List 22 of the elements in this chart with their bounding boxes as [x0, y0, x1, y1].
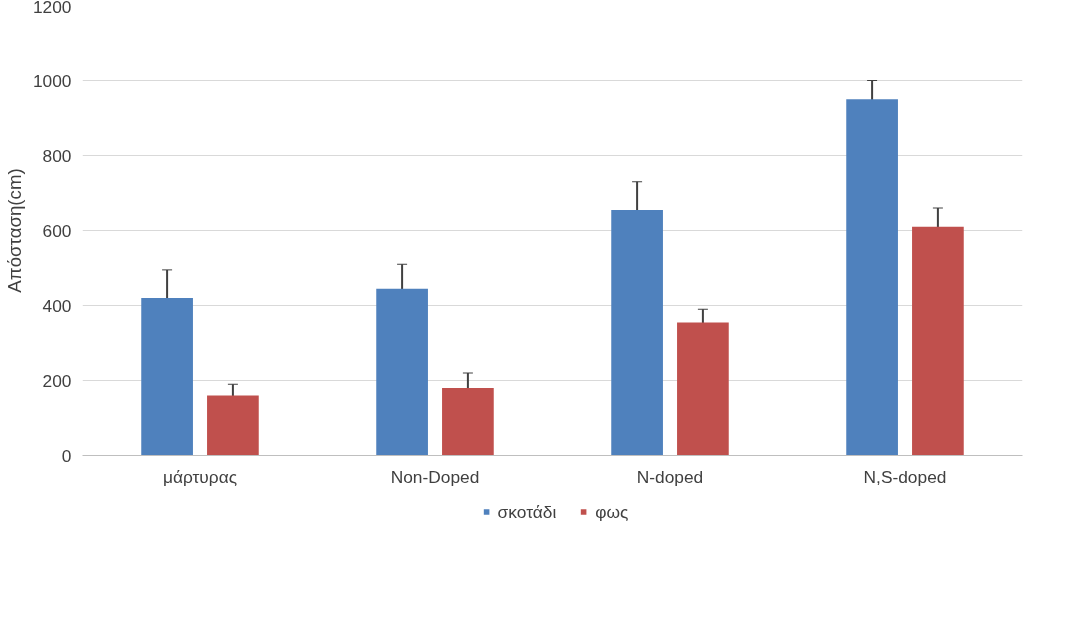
- bar: [442, 388, 494, 456]
- y-tick-label: 1000: [32, 70, 72, 91]
- legend-label: φως: [595, 501, 629, 522]
- bar: [912, 226, 964, 456]
- y-tick-label: 600: [42, 220, 72, 241]
- bar: [677, 322, 729, 456]
- x-tick-label: Non-Doped: [390, 466, 480, 487]
- y-axis-title: Απόσταση(cm): [3, 168, 25, 293]
- y-tick-label: 200: [42, 370, 72, 391]
- x-tick-label: N,S-doped: [863, 466, 947, 487]
- bar: [207, 395, 259, 456]
- x-tick-label: N-doped: [636, 466, 704, 487]
- bar: [611, 209, 663, 456]
- y-tick-label: 400: [42, 295, 72, 316]
- bar: [141, 298, 193, 456]
- legend-label: σκοτάδι: [497, 501, 557, 522]
- y-tick-label: 800: [42, 145, 72, 166]
- x-tick-label: μάρτυρας: [162, 466, 238, 487]
- bar: [376, 288, 428, 456]
- y-tick-label: 1200: [32, 0, 72, 17]
- bar: [846, 99, 898, 456]
- y-tick-label: 0: [61, 445, 72, 466]
